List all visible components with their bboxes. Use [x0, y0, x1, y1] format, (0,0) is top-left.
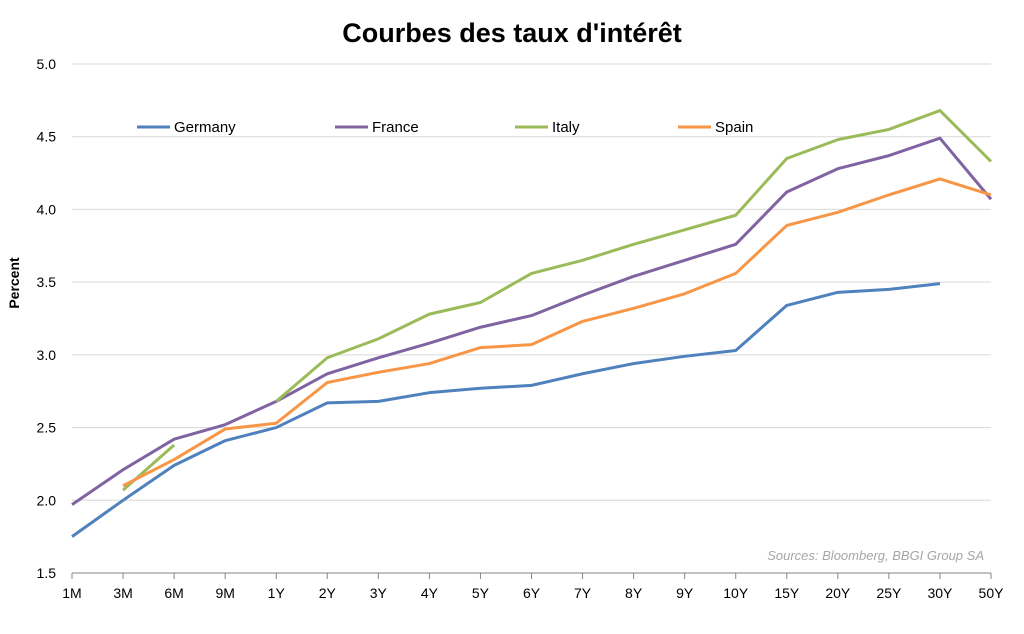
legend-label-france: France	[372, 119, 419, 136]
x-tick-label: 2Y	[319, 585, 337, 601]
x-tick-label: 4Y	[421, 585, 439, 601]
x-tick-label: 50Y	[979, 585, 1005, 601]
x-tick-label: 30Y	[927, 585, 953, 601]
legend-label-spain: Spain	[715, 119, 753, 136]
x-tick-label: 1Y	[268, 585, 286, 601]
series-line-germany	[71, 282, 941, 538]
y-tick-label: 1.5	[37, 565, 57, 581]
x-tick-label: 3M	[113, 585, 132, 601]
y-tick-label: 2.0	[37, 492, 57, 508]
x-tick-label: 9Y	[676, 585, 694, 601]
x-tick-label: 9M	[215, 585, 234, 601]
series-line-spain	[122, 177, 992, 488]
legend-label-italy: Italy	[552, 119, 580, 136]
x-tick-label: 6M	[164, 585, 183, 601]
x-tick-label: 10Y	[723, 585, 749, 601]
y-tick-label: 4.0	[37, 201, 57, 217]
x-tick-label: 7Y	[574, 585, 592, 601]
x-tick-label: 25Y	[876, 585, 902, 601]
x-tick-label: 1M	[62, 585, 81, 601]
y-tick-label: 4.5	[37, 129, 57, 145]
y-tick-label: 3.5	[37, 274, 57, 290]
x-tick-label: 20Y	[825, 585, 851, 601]
source-note: Sources: Bloomberg, BBGI Group SA	[767, 548, 984, 563]
series-line-france	[71, 136, 993, 506]
x-tick-label: 3Y	[370, 585, 388, 601]
x-tick-label: 8Y	[625, 585, 643, 601]
y-tick-label: 3.0	[37, 347, 57, 363]
x-tick-label: 15Y	[774, 585, 800, 601]
x-tick-label: 6Y	[523, 585, 541, 601]
series-line-italy	[275, 109, 993, 403]
y-tick-label: 5.0	[37, 56, 57, 72]
x-tick-label: 5Y	[472, 585, 490, 601]
y-axis-label: Percent	[6, 257, 22, 309]
y-tick-label: 2.5	[37, 420, 57, 436]
legend-label-germany: Germany	[174, 119, 236, 136]
chart-title: Courbes des taux d'intérêt	[342, 18, 682, 48]
